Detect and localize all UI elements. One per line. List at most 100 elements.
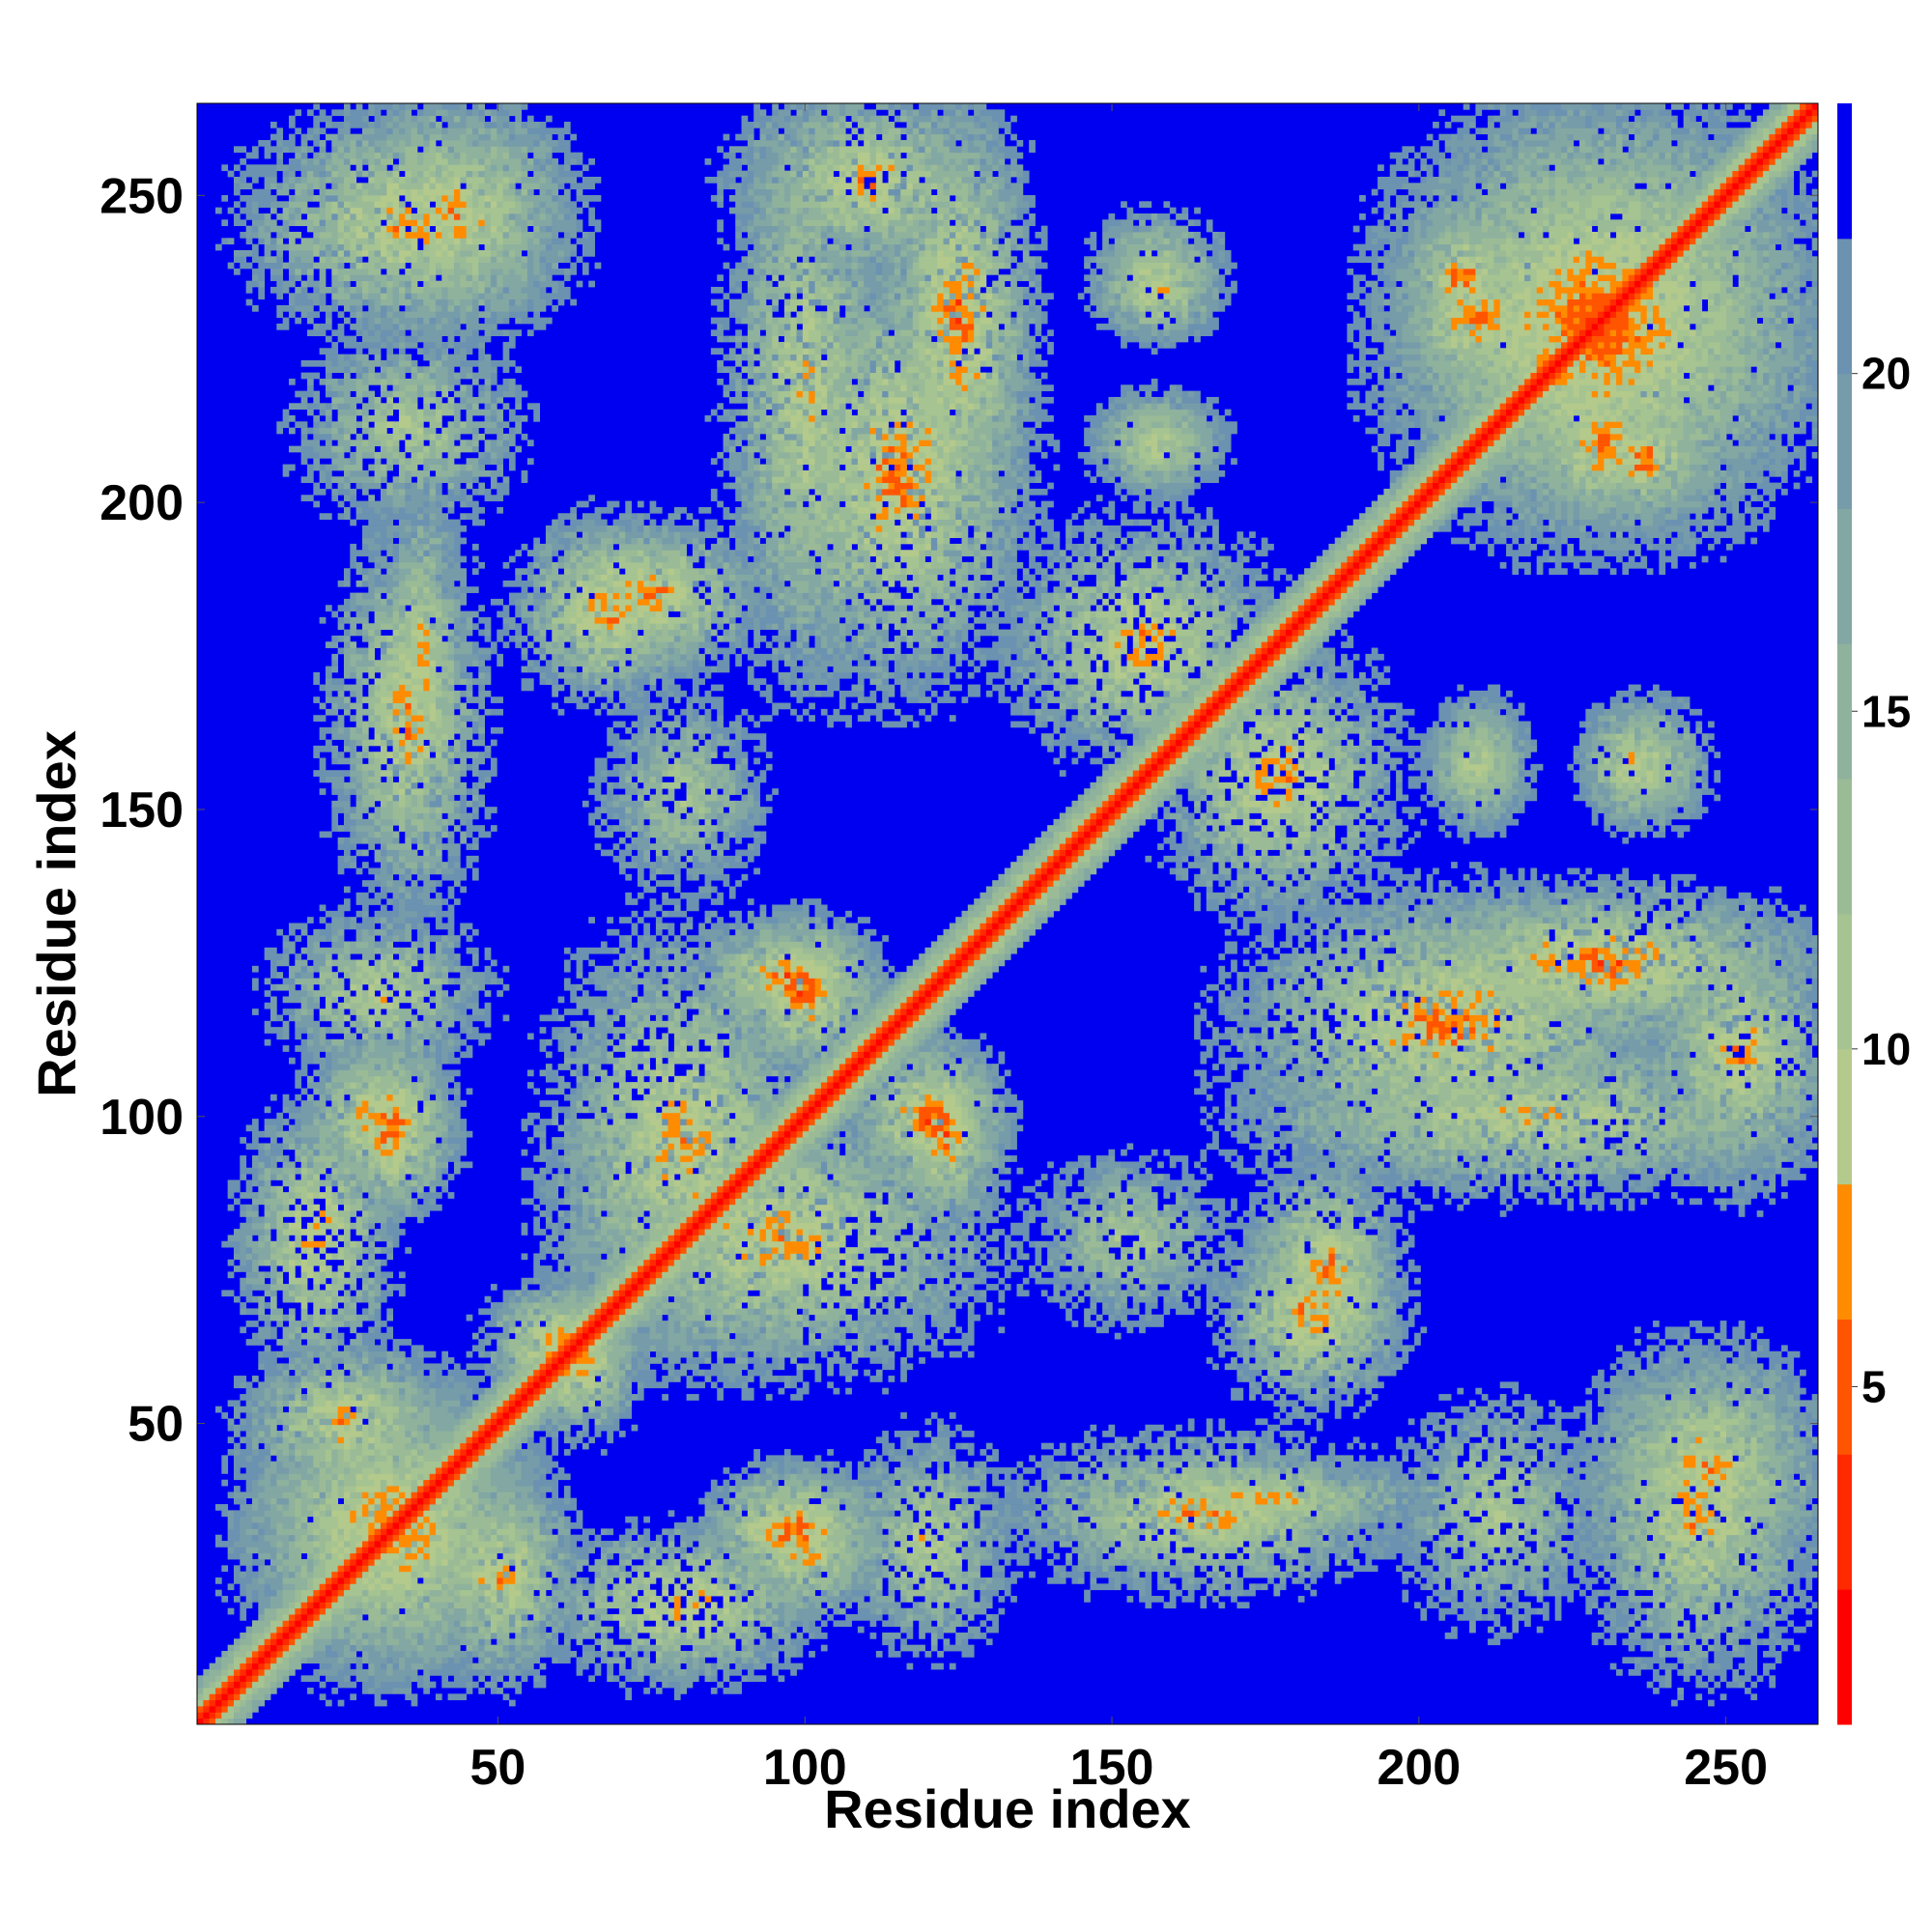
heatmap-cell [1126, 1583, 1133, 1590]
heatmap-cell [1133, 1510, 1140, 1517]
heatmap-cell [895, 1535, 907, 1542]
heatmap-cell [925, 1651, 932, 1658]
heatmap-cell [472, 1480, 491, 1487]
heatmap-cell [1592, 1553, 1605, 1560]
heatmap-cell [1647, 1608, 1654, 1615]
heatmap-cell [478, 1473, 491, 1480]
heatmap-cell [619, 1535, 632, 1542]
heatmap-cell [698, 1620, 705, 1627]
heatmap-cell [356, 1541, 363, 1548]
heatmap-cell [1475, 1480, 1482, 1487]
heatmap-cell [331, 1638, 350, 1645]
heatmap-cell [1708, 1675, 1715, 1682]
heatmap-cell [779, 1620, 785, 1627]
heatmap-cell [1402, 1553, 1420, 1560]
heatmap-cell [344, 1633, 356, 1639]
heatmap-cell [962, 1528, 969, 1535]
heatmap-cell [503, 1577, 516, 1584]
heatmap-cell [197, 1693, 204, 1700]
heatmap-cell [1622, 1577, 1634, 1584]
heatmap-cell [1133, 1547, 1140, 1553]
heatmap-cell [962, 1535, 969, 1542]
heatmap-cell [821, 1608, 828, 1615]
heatmap-cell [852, 1510, 865, 1517]
heatmap-cell [1249, 1565, 1256, 1572]
heatmap-cell [320, 1522, 338, 1529]
heatmap-cell [522, 1627, 528, 1634]
heatmap-cell [258, 1614, 265, 1621]
heatmap-cell [564, 1449, 571, 1456]
heatmap-cell [870, 1553, 877, 1560]
heatmap-cell [900, 1559, 907, 1566]
heatmap-cell [784, 1473, 791, 1480]
heatmap-cell [1163, 1547, 1170, 1553]
heatmap-cell [870, 1486, 877, 1492]
heatmap-cell [907, 1596, 914, 1603]
heatmap-cell [1750, 1608, 1763, 1615]
heatmap-cell [1427, 1602, 1439, 1608]
heatmap-cell [735, 1565, 742, 1572]
heatmap-cell [1530, 1492, 1537, 1498]
heatmap-cell [1212, 1565, 1219, 1572]
heatmap-cell [1702, 1455, 1709, 1462]
heatmap-cell [937, 1565, 950, 1572]
heatmap-cell [1218, 1510, 1225, 1517]
heatmap-cell [1506, 1467, 1513, 1474]
heatmap-cell [368, 1577, 375, 1584]
heatmap-cell [729, 1572, 736, 1578]
heatmap-cell [1787, 1473, 1794, 1480]
heatmap-cell [1243, 1492, 1256, 1498]
heatmap-cell [1677, 1651, 1690, 1658]
heatmap-cell [852, 1596, 865, 1603]
heatmap-cell [790, 1522, 797, 1529]
heatmap-cell [1684, 1590, 1690, 1597]
heatmap-cell [1139, 1462, 1151, 1468]
heatmap-cell [1353, 1473, 1360, 1480]
heatmap-cell [1530, 1467, 1537, 1474]
heatmap-cell [270, 1688, 277, 1694]
heatmap-cell [405, 1522, 412, 1529]
heatmap-cell [1353, 1467, 1360, 1474]
heatmap-cell [601, 1590, 608, 1597]
heatmap-cell [1071, 1480, 1078, 1487]
heatmap-cell [1506, 1528, 1513, 1535]
heatmap-cell [889, 1510, 895, 1517]
heatmap-cell [1720, 1565, 1727, 1572]
heatmap-cell [864, 1504, 870, 1511]
heatmap-cell [919, 1553, 931, 1560]
heatmap-cell [1776, 1510, 1812, 1517]
heatmap-cell [1139, 1467, 1146, 1474]
heatmap-cell [270, 1596, 283, 1603]
heatmap-cell [784, 1455, 791, 1462]
heatmap-cell [1292, 1504, 1317, 1511]
heatmap-cell [552, 1565, 558, 1572]
heatmap-cell [1659, 1522, 1665, 1529]
heatmap-cell [1243, 1467, 1250, 1474]
heatmap-cell [1653, 1675, 1665, 1682]
heatmap-cell [797, 1645, 804, 1652]
heatmap-cell [289, 1553, 301, 1560]
heatmap-cell [1005, 1577, 1017, 1584]
heatmap-cell [460, 1627, 467, 1634]
heatmap-cell [1188, 1504, 1195, 1511]
heatmap-cell [1702, 1498, 1709, 1505]
heatmap-cell [1714, 1541, 1720, 1548]
heatmap-cell [724, 1663, 730, 1670]
heatmap-cell [1212, 1596, 1219, 1603]
heatmap-cell [748, 1510, 754, 1517]
heatmap-cell [662, 1669, 668, 1676]
heatmap-cell [955, 1590, 962, 1597]
heatmap-cell [1684, 1522, 1690, 1529]
heatmap-cell [258, 1669, 265, 1676]
heatmap-cell [197, 1688, 204, 1694]
heatmap-cell [1739, 1614, 1746, 1621]
heatmap-cell [1090, 1498, 1102, 1505]
heatmap-cell [1445, 1462, 1452, 1468]
heatmap-cell [1047, 1559, 1054, 1566]
heatmap-cell [270, 1633, 277, 1639]
heatmap-cell [1451, 1602, 1463, 1608]
heatmap-cell [772, 1633, 779, 1639]
heatmap-cell [748, 1583, 754, 1590]
heatmap-cell [1524, 1486, 1531, 1492]
heatmap-cell [1512, 1627, 1519, 1634]
